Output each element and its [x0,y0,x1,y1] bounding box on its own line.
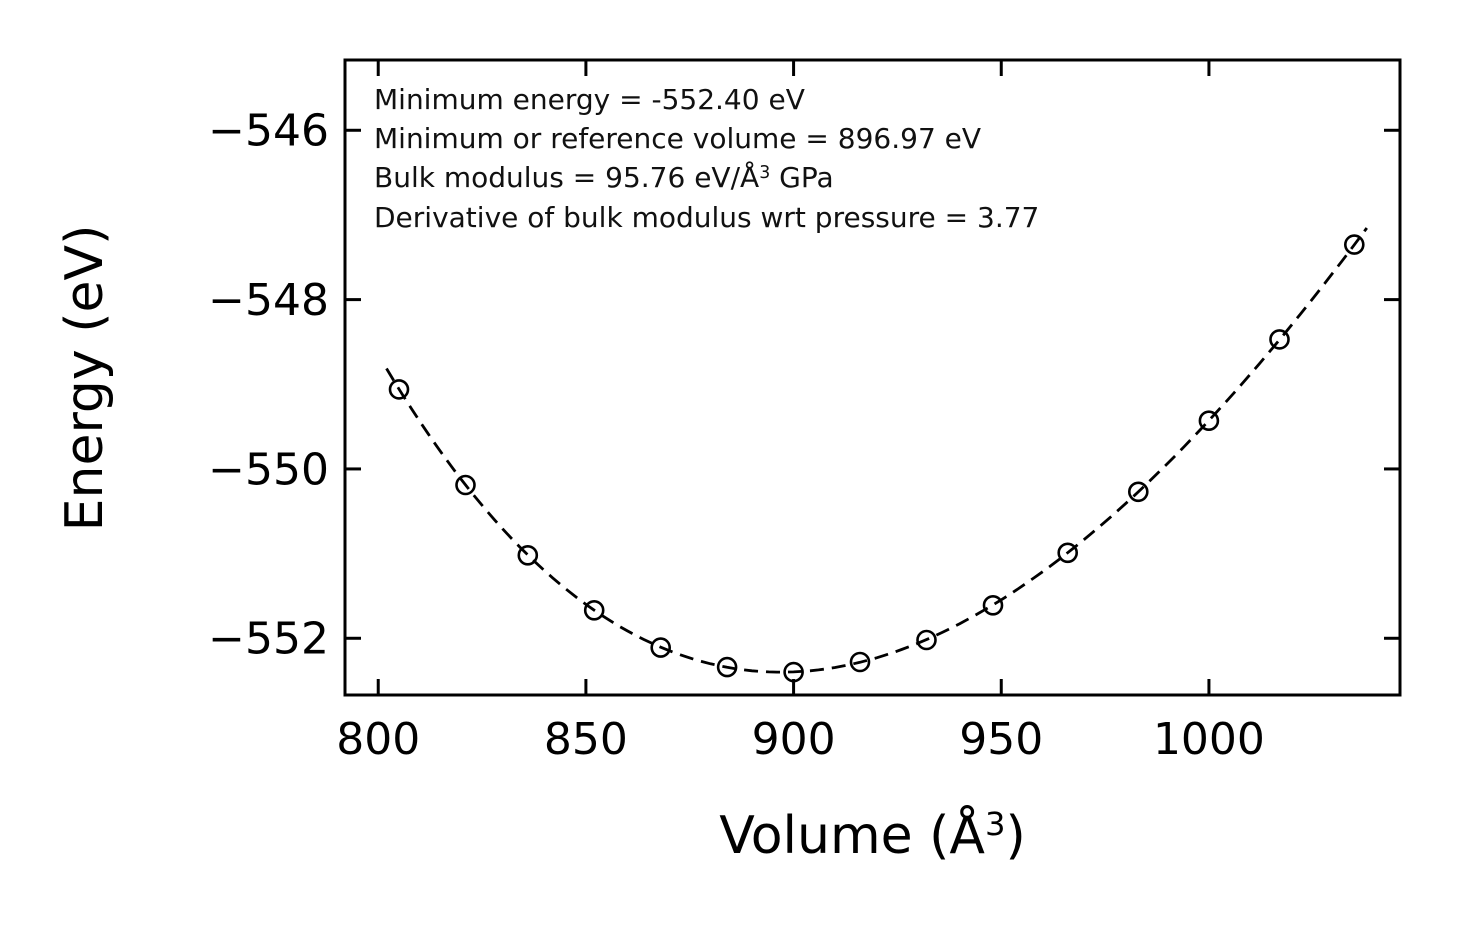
annotation-minimum-energy: Minimum energy = -552.40 eV [374,83,805,116]
data-point-marker [1269,329,1290,350]
data-point-marker [1128,481,1149,503]
data-point-marker [982,594,1004,616]
data-point-marker [1198,410,1220,432]
data-point-marker [716,656,738,678]
superscript-3: 3 [984,805,1006,844]
fit-curve [385,227,1368,674]
y-tick-label: −552 [208,614,329,665]
data-point-marker [583,599,605,621]
data-point-marker [916,629,937,651]
x-tick-label: 950 [959,714,1043,765]
y-axis-label: Energy (eV) [55,224,115,532]
x-tick-label: 900 [752,714,836,765]
superscript-3: 3 [759,162,771,183]
y-tick-label: −550 [208,444,329,495]
data-point-marker [1344,234,1365,255]
data-point-marker [1057,542,1078,564]
data-point-marker [388,379,410,400]
data-point-marker [650,637,672,658]
x-tick-label: 850 [544,714,628,765]
y-tick-label: −546 [208,106,329,157]
data-point-marker [517,544,539,566]
y-tick-label: −548 [208,275,329,326]
annotation-bulk-modulus: Bulk modulus = 95.76 eV/Å3 GPa [374,161,834,195]
data-point-marker [455,474,476,496]
data-point-marker [849,651,871,673]
fit-results-annotation: Minimum energy = -552.40 eV Minimum or r… [374,80,1039,237]
plot-frame [343,58,1402,697]
x-tick-label: 1000 [1153,714,1265,765]
annotation-bulk-modulus-derivative: Derivative of bulk modulus wrt pressure … [374,200,1040,234]
x-tick-label: 800 [336,714,420,765]
x-axis-label: Volume (Å3) [719,805,1026,866]
annotation-minimum-volume: Minimum or reference volume = 896.97 eV [374,122,982,156]
